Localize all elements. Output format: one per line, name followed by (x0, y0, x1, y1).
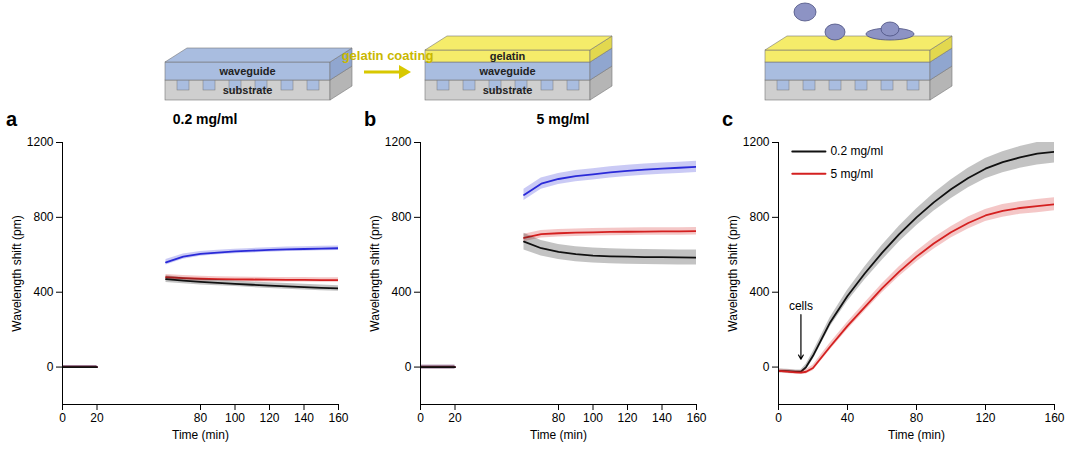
svg-text:140: 140 (294, 411, 314, 425)
svg-text:Time (min): Time (min) (172, 428, 229, 442)
svg-text:Time (min): Time (min) (530, 428, 587, 442)
svg-text:Wavelength shift (pm): Wavelength shift (pm) (726, 215, 740, 331)
svg-text:20: 20 (448, 411, 462, 425)
svg-text:160: 160 (686, 411, 706, 425)
svg-text:120: 120 (259, 411, 279, 425)
svg-text:Wavelength shift (pm): Wavelength shift (pm) (10, 215, 24, 331)
svg-text:800: 800 (33, 210, 53, 224)
svg-text:140: 140 (652, 411, 672, 425)
svg-text:80: 80 (194, 411, 208, 425)
svg-text:1200: 1200 (743, 135, 770, 149)
svg-text:120: 120 (975, 411, 995, 425)
svg-text:160: 160 (1044, 411, 1064, 425)
svg-text:400: 400 (391, 285, 411, 299)
svg-text:gelatin coating: gelatin coating (342, 48, 434, 63)
svg-text:40: 40 (841, 411, 855, 425)
svg-text:100: 100 (583, 411, 603, 425)
svg-text:100: 100 (225, 411, 245, 425)
svg-text:substrate: substrate (483, 84, 533, 96)
svg-text:0: 0 (405, 360, 412, 374)
svg-text:400: 400 (749, 285, 769, 299)
html-text:b: b (364, 108, 377, 130)
svg-text:0: 0 (417, 411, 424, 425)
svg-text:800: 800 (391, 210, 411, 224)
html-text:a: a (6, 108, 18, 130)
svg-text:0: 0 (763, 360, 770, 374)
html-text:c: c (722, 108, 734, 130)
svg-text:120: 120 (617, 411, 637, 425)
svg-text:5 mg/ml: 5 mg/ml (830, 167, 873, 181)
svg-text:cells: cells (789, 299, 813, 313)
svg-text:160: 160 (328, 411, 348, 425)
svg-text:gelatin: gelatin (490, 50, 526, 62)
svg-text:Time (min): Time (min) (888, 428, 945, 442)
svg-text:0: 0 (47, 360, 54, 374)
html-text:5 mg/ml: 5 mg/ml (536, 111, 590, 127)
svg-text:waveguide: waveguide (478, 65, 535, 77)
svg-text:0: 0 (775, 411, 782, 425)
svg-text:0.2 mg/ml: 0.2 mg/ml (830, 144, 883, 158)
svg-text:800: 800 (749, 210, 769, 224)
svg-text:waveguide: waveguide (218, 65, 275, 77)
svg-text:400: 400 (33, 285, 53, 299)
svg-text:Wavelength shift (pm): Wavelength shift (pm) (368, 215, 382, 331)
svg-text:1200: 1200 (385, 135, 412, 149)
svg-text:substrate: substrate (223, 84, 273, 96)
html-text:0.2 mg/ml: 0.2 mg/ml (172, 111, 238, 127)
svg-text:0: 0 (59, 411, 66, 425)
svg-text:20: 20 (90, 411, 104, 425)
svg-text:80: 80 (552, 411, 566, 425)
svg-text:1200: 1200 (27, 135, 54, 149)
svg-text:80: 80 (910, 411, 924, 425)
